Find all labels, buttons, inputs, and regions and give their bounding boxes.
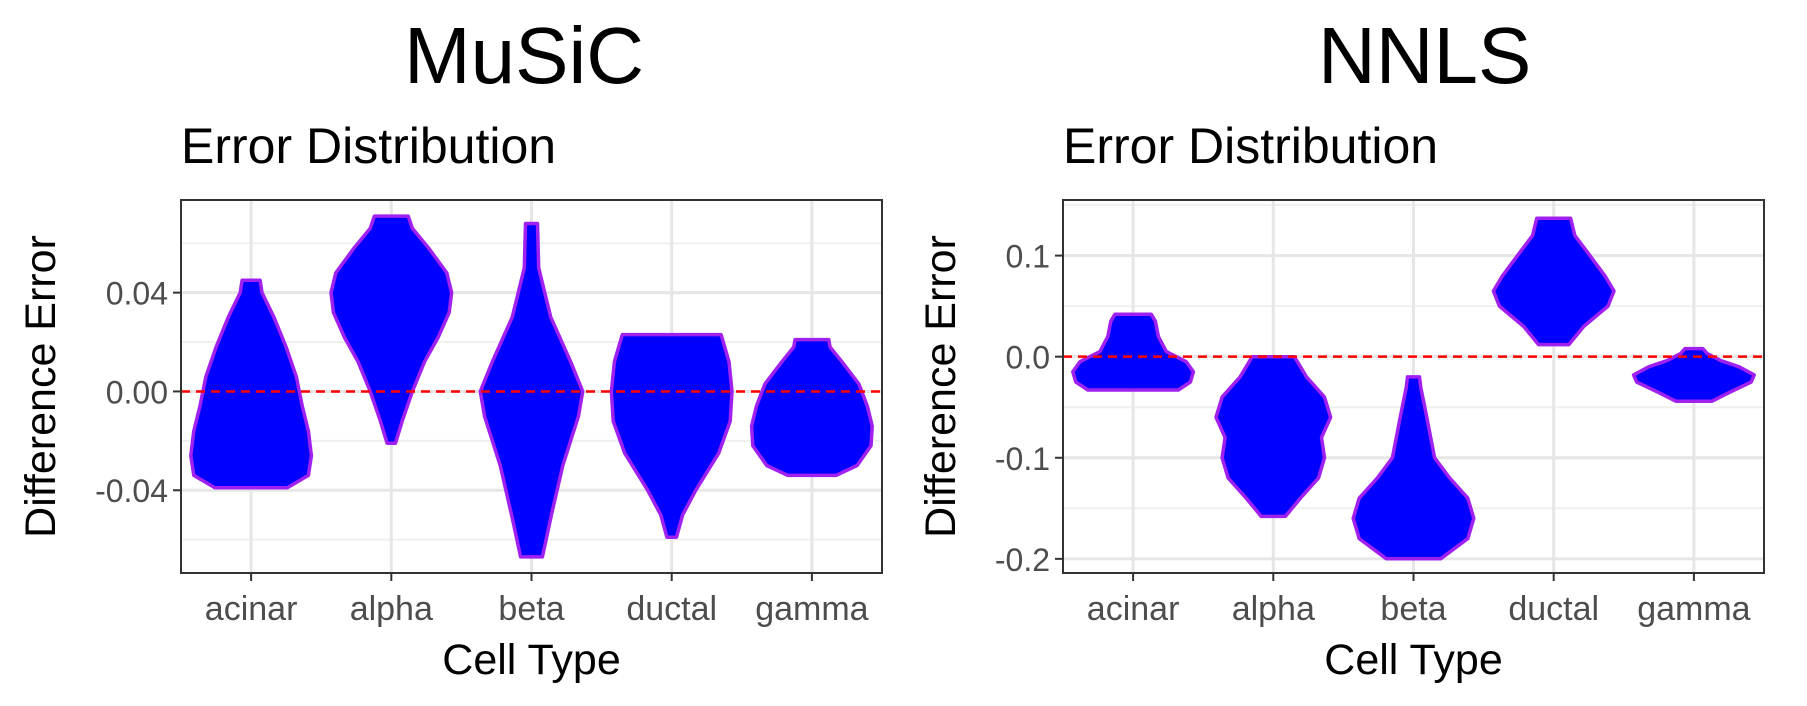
violin-ductal [609,332,734,539]
violin-ductal [1491,216,1616,347]
panel-heading: MuSiC [404,11,645,100]
y-axis-title: Difference Error [17,235,65,538]
violin-beta [1351,375,1476,561]
y-tick-label: 0.00 [106,374,168,410]
y-tick-label: 0.0 [1006,340,1050,376]
x-tick-label: beta [498,590,564,628]
violin-acinar [189,278,314,490]
panel-music: MuSiC Error Distribution -0.04 0.00 0.04 aci… [0,0,900,706]
violin-chart-nnls: Error Distribution -0.2 -0.1 0.0 0.1 acinar al… [917,118,1765,684]
y-tick-label: -0.04 [95,473,168,509]
violin-acinar [1071,312,1196,392]
panel-nnls: NNLS Error Distribution -0.2 -0.1 0.0 0.1 aci… [900,0,1800,706]
chart-title: Error Distribution [181,118,556,174]
x-tick-label: alpha [350,590,433,628]
x-tick-label: gamma [755,590,868,628]
y-tick-label: 0.04 [106,276,168,312]
y-tick-label: -0.2 [995,542,1050,578]
y-tick-label: 0.1 [1006,239,1050,275]
x-tick-label: ductal [626,590,717,628]
x-tick-label: acinar [1087,590,1180,628]
x-axis-title: Cell Type [442,636,620,684]
violin-gamma [749,337,874,478]
violin-alpha [329,214,454,446]
violin-gamma [1631,346,1756,403]
x-tick-label: acinar [205,590,298,628]
y-tick-label: -0.1 [995,441,1050,477]
violin-alpha [1214,354,1333,519]
y-axis-title: Difference Error [917,235,965,538]
x-tick-label: ductal [1508,590,1599,628]
violin-chart-music: Error Distribution -0.04 0.00 0.04 acinar alp… [17,118,883,684]
x-tick-label: alpha [1232,590,1315,628]
chart-title: Error Distribution [1063,118,1438,174]
x-tick-label: gamma [1637,590,1750,628]
x-axis-title: Cell Type [1324,636,1502,684]
panel-heading: NNLS [1318,11,1532,100]
x-tick-label: beta [1380,590,1446,628]
